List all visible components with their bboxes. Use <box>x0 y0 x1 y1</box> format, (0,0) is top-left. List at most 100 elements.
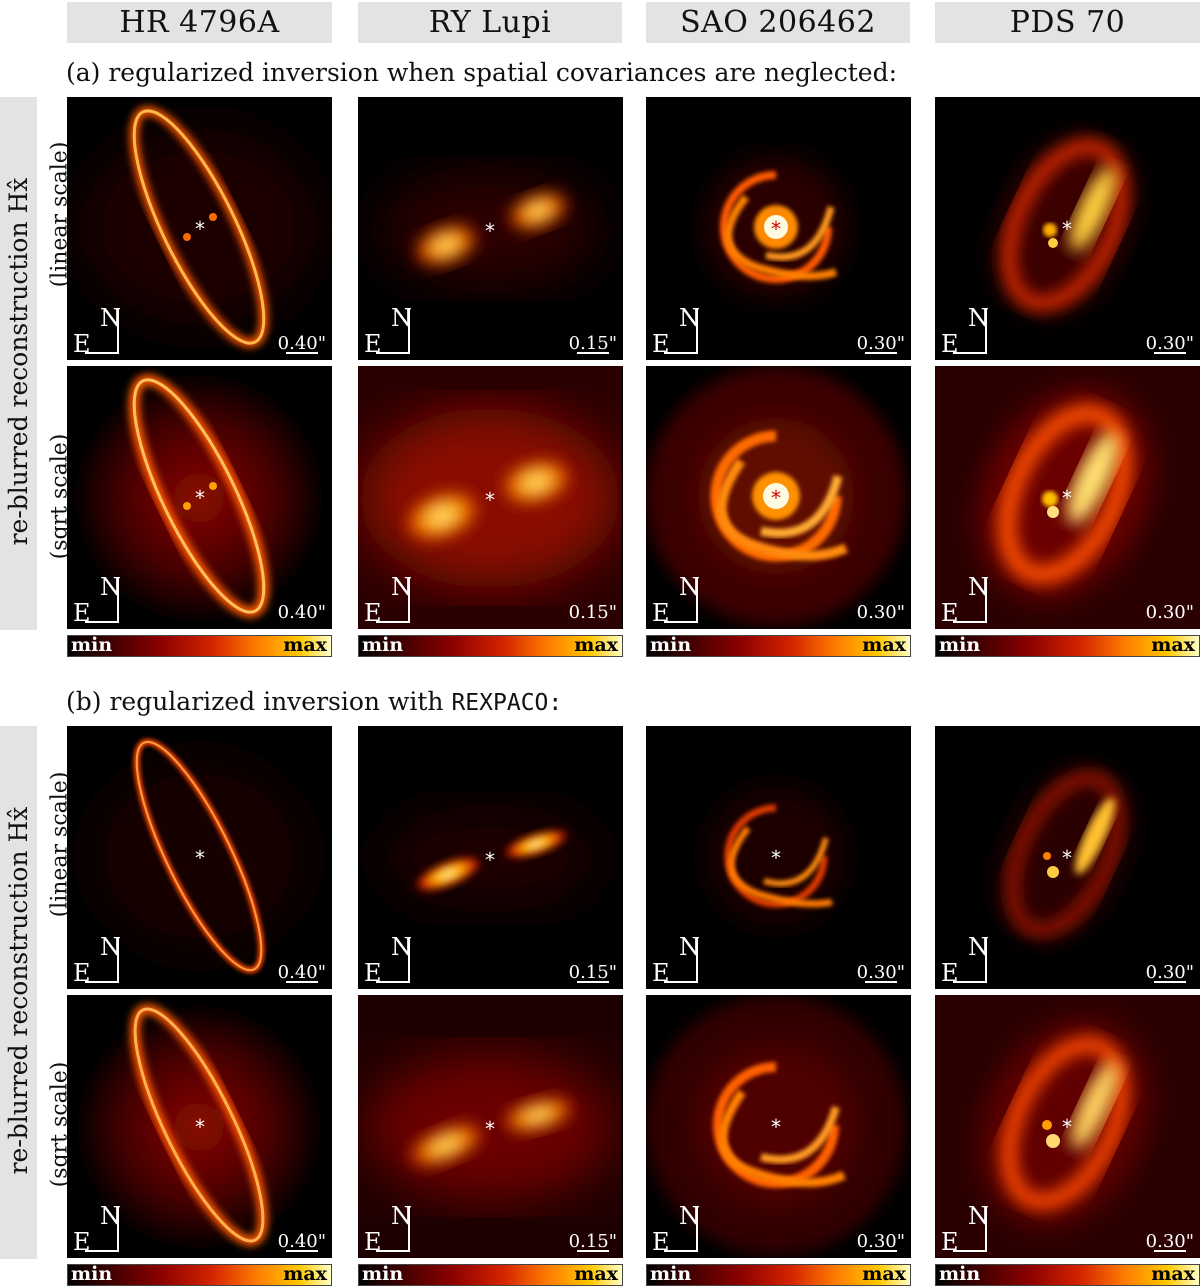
east-label: E <box>73 959 91 987</box>
scale-label: 0.40" <box>277 962 326 983</box>
colorbar-max-label: max <box>1151 634 1195 656</box>
scale-label: 0.30" <box>856 1231 905 1252</box>
north-label: N <box>968 1202 989 1230</box>
section-b-title-text: (b) regularized inversion with <box>66 687 452 716</box>
star-marker: * <box>1062 846 1072 870</box>
colorbar-min-label: min <box>362 634 404 656</box>
colorbar-min-label: min <box>71 634 113 656</box>
disk-image: * <box>358 995 622 1258</box>
east-label: E <box>941 959 959 987</box>
scale-label: 0.15" <box>568 602 617 623</box>
north-label: N <box>100 933 121 961</box>
disk-image: * <box>380 803 600 913</box>
scale-label: 0.30" <box>856 962 905 983</box>
colorbar-b-rylupi: min max <box>358 1263 623 1286</box>
scale-bar: 0.15" <box>569 333 617 354</box>
column-header-label: PDS 70 <box>1009 5 1126 40</box>
north-label: N <box>968 304 989 332</box>
scale-bar: 0.40" <box>278 333 326 354</box>
colorbar-b-sao206462: min max <box>646 1263 911 1286</box>
colorbar-max-label: max <box>574 634 618 656</box>
star-marker: * <box>485 219 495 243</box>
disk-image: * <box>646 995 906 1255</box>
star-marker: * <box>485 848 495 872</box>
disk-image: * <box>81 1003 317 1247</box>
star-marker: * <box>485 1117 495 1141</box>
scale-bar: 0.40" <box>278 1231 326 1252</box>
scale-label: 0.30" <box>1145 1231 1194 1252</box>
scale-bar: 0.30" <box>857 602 905 623</box>
section-b-side-label: re-blurred reconstruction Hx̂ <box>0 726 37 1259</box>
north-label: N <box>391 1202 412 1230</box>
scale-label: 0.40" <box>277 333 326 354</box>
section-b-method-name: REXPACO: <box>451 690 563 716</box>
scale-label: 0.40" <box>277 1231 326 1252</box>
colorbar-min-label: min <box>650 634 692 656</box>
disk-image: * <box>358 366 622 629</box>
north-label: N <box>391 304 412 332</box>
scale-bar: 0.15" <box>569 1231 617 1252</box>
scale-bar: 0.30" <box>1146 962 1194 983</box>
east-label: E <box>652 959 670 987</box>
colorbar-min-label: min <box>650 1263 692 1285</box>
north-label: N <box>968 573 989 601</box>
disk-image: * <box>935 995 1200 1258</box>
disk-image: * <box>996 137 1134 313</box>
star-marker: * <box>771 217 781 241</box>
star-marker: * <box>195 1115 205 1139</box>
column-header-pds70: PDS 70 <box>935 2 1200 43</box>
north-label: N <box>100 573 121 601</box>
column-header-rylupi: RY Lupi <box>358 2 622 43</box>
colorbar-max-label: max <box>574 1263 618 1285</box>
star-marker: * <box>771 846 781 870</box>
colorbar-a-pds70: min max <box>935 634 1200 657</box>
east-label: E <box>73 330 91 358</box>
north-label: N <box>391 573 412 601</box>
column-header-hr4796a: HR 4796A <box>67 2 332 43</box>
scale-bar: 0.40" <box>278 602 326 623</box>
disk-image: * <box>706 157 846 297</box>
scale-label: 0.40" <box>277 602 326 623</box>
scale-bar: 0.15" <box>569 602 617 623</box>
scale-label: 0.15" <box>568 962 617 983</box>
north-label: N <box>679 573 700 601</box>
star-marker: * <box>1062 217 1072 241</box>
star-marker: * <box>1062 1115 1072 1139</box>
section-a-side-label: re-blurred reconstruction Hx̂ <box>0 97 37 630</box>
scale-bar: 0.30" <box>857 333 905 354</box>
star-marker: * <box>195 846 205 870</box>
scale-label: 0.30" <box>1145 602 1194 623</box>
section-b-title: (b) regularized inversion with REXPACO: <box>66 687 562 716</box>
scale-label: 0.30" <box>1145 333 1194 354</box>
colorbar-min-label: min <box>939 1263 981 1285</box>
colorbar-max-label: max <box>862 1263 906 1285</box>
north-label: N <box>100 304 121 332</box>
east-label: E <box>73 599 91 627</box>
disk-image: * <box>1000 768 1130 940</box>
column-header-label: SAO 206462 <box>680 5 876 40</box>
scale-bar: 0.30" <box>1146 1231 1194 1252</box>
east-label: E <box>652 599 670 627</box>
east-label: E <box>364 599 382 627</box>
disk-image: * <box>89 738 309 974</box>
side-label-text: re-blurred reconstruction Hx̂ <box>4 177 33 546</box>
